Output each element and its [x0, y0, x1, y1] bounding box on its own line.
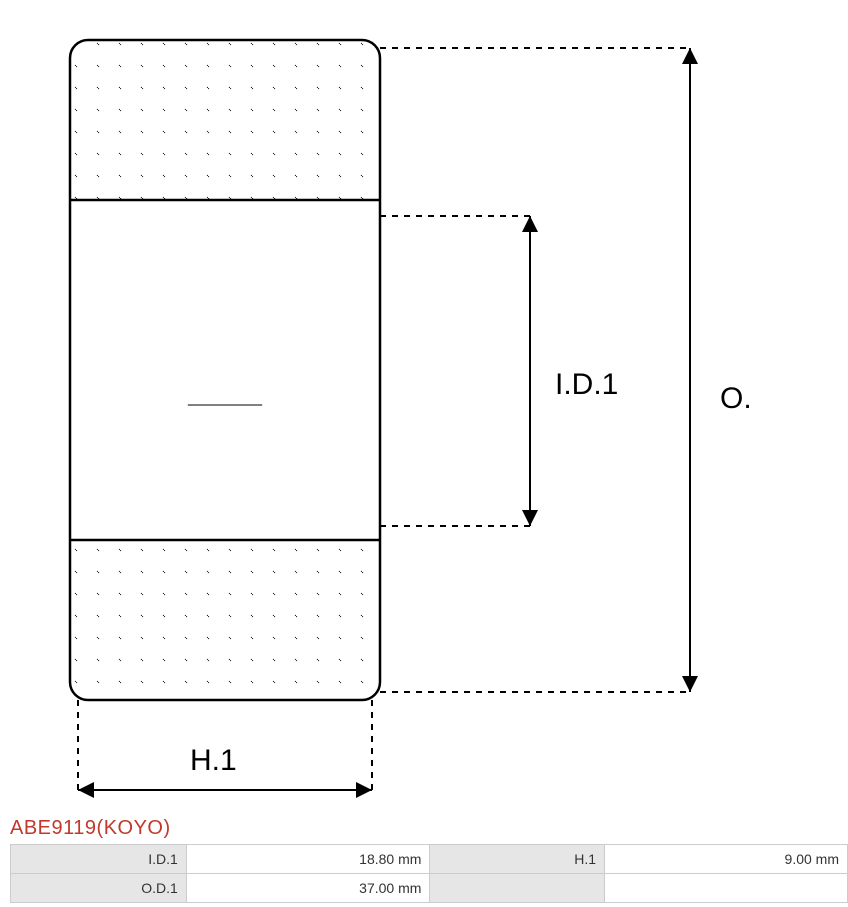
svg-text:H.1: H.1 [190, 744, 237, 777]
spec-value: 37.00 mm [186, 874, 430, 903]
spec-label: H.1 [430, 845, 605, 874]
svg-text:I.D.1: I.D.1 [555, 368, 618, 401]
svg-text:O.D.1: O.D.1 [720, 382, 750, 415]
spec-value: 18.80 mm [186, 845, 430, 874]
spec-label: O.D.1 [11, 874, 187, 903]
table-row: O.D.1 37.00 mm [11, 874, 848, 903]
part-title: ABE9119(KOYO) [0, 813, 848, 844]
spec-label: I.D.1 [11, 845, 187, 874]
table-row: I.D.1 18.80 mm H.1 9.00 mm [11, 845, 848, 874]
spec-table: I.D.1 18.80 mm H.1 9.00 mm O.D.1 37.00 m… [10, 844, 848, 903]
spec-value: 9.00 mm [605, 845, 848, 874]
diagram-container: I.D.1 O.D.1 H.1 [0, 0, 848, 813]
bearing-diagram: I.D.1 O.D.1 H.1 [10, 0, 750, 800]
spec-label [430, 874, 605, 903]
spec-value [605, 874, 848, 903]
